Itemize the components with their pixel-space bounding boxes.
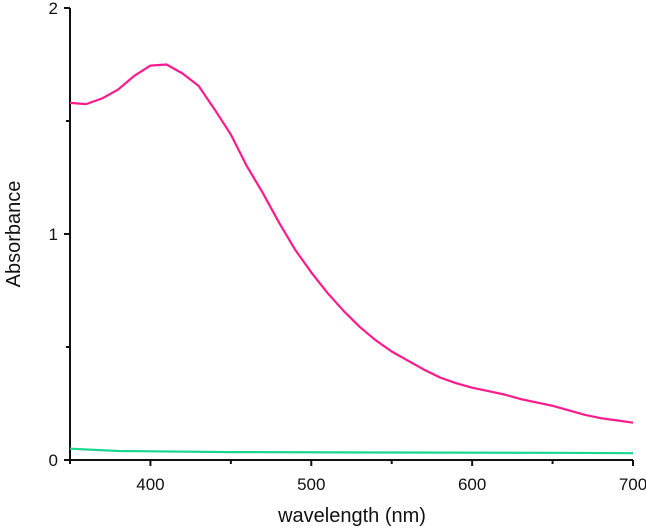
x-tick-label: 600 bbox=[458, 475, 486, 494]
x-tick-label: 700 bbox=[619, 475, 646, 494]
y-tick-label: 1 bbox=[49, 225, 58, 244]
y-axis-title: Absorbance bbox=[3, 181, 25, 288]
axes bbox=[64, 7, 634, 466]
x-axis-title: wavelength (nm) bbox=[277, 505, 426, 527]
series-line-1 bbox=[69, 63, 634, 424]
series-line-2 bbox=[69, 447, 634, 455]
tick-labels: 400 500 600 700 0 1 2 bbox=[49, 0, 646, 494]
y-tick-label: 0 bbox=[49, 451, 58, 470]
x-tick-label: 500 bbox=[297, 475, 325, 494]
y-tick-label: 2 bbox=[49, 0, 58, 18]
x-tick-label: 400 bbox=[136, 475, 164, 494]
series-group bbox=[69, 63, 634, 455]
